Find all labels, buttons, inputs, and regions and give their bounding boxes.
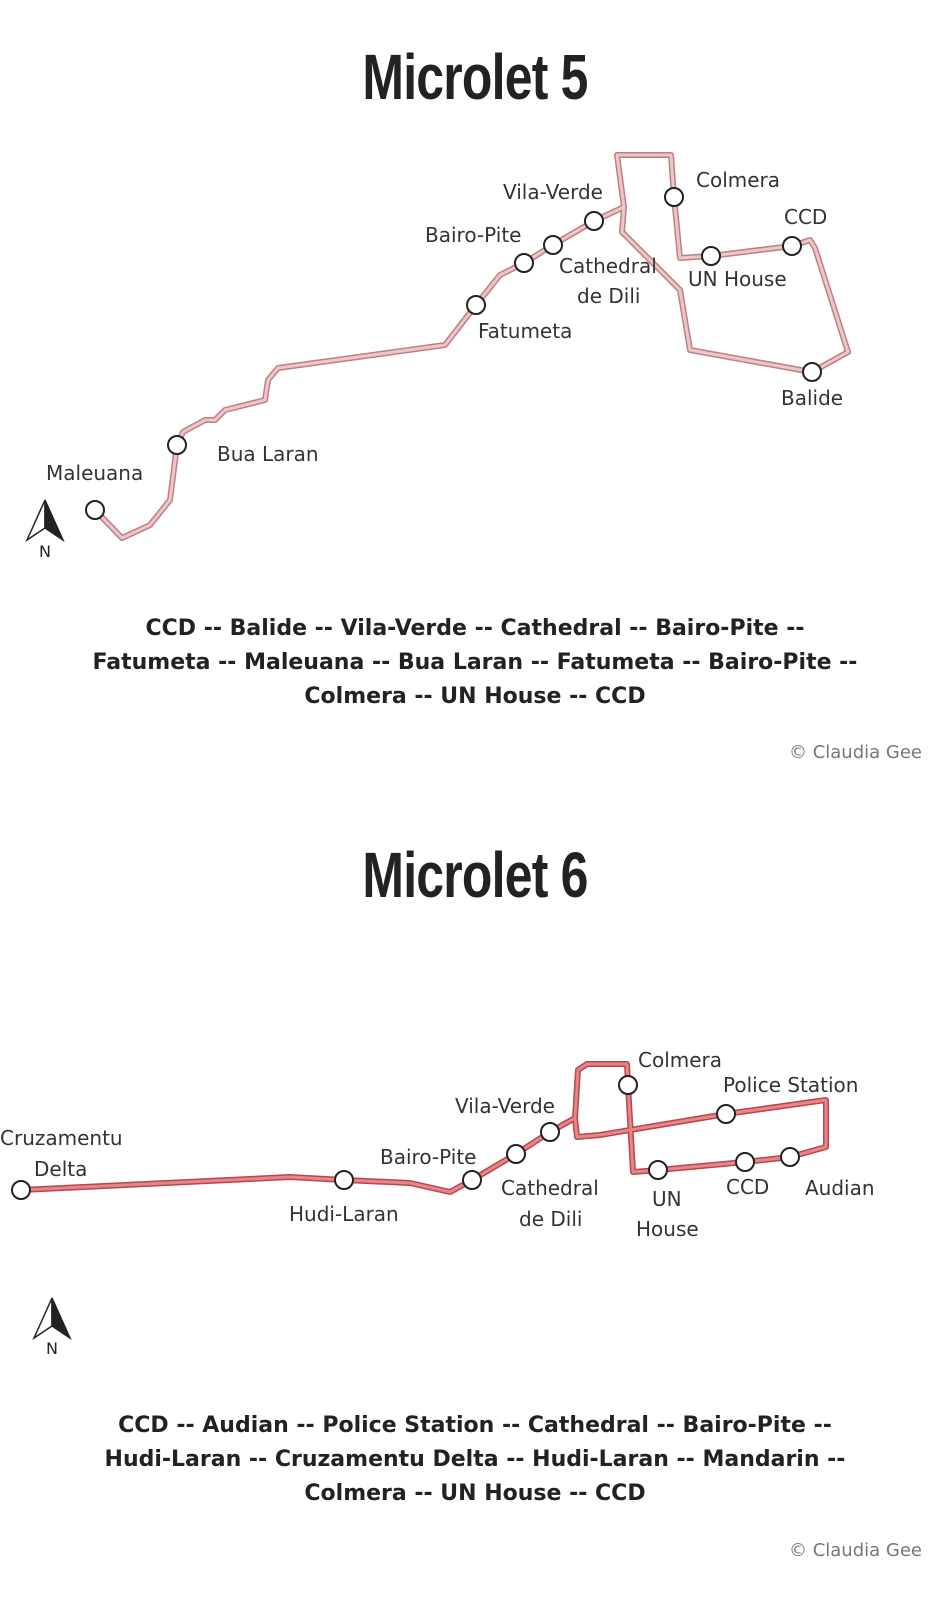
map-title: Microlet 6 (362, 839, 588, 911)
stop-label: Police Station (723, 1073, 858, 1097)
stop-label: Balide (781, 386, 843, 410)
route-line-text: Colmera -- UN House -- CCD (304, 684, 646, 709)
route-description: CCD -- Audian -- Police Station -- Cathe… (60, 1409, 890, 1511)
stop-label: Fatumeta (478, 319, 572, 343)
stop-label: Bua Laran (217, 442, 319, 466)
stop-vila-verde: Vila-Verde (503, 180, 604, 231)
route-line-text: Fatumeta -- Maleuana -- Bua Laran -- Fat… (92, 650, 858, 675)
stop-label: CCD (784, 205, 827, 229)
stop-label: Audian (805, 1176, 875, 1200)
stop-cruzamentu-delta: Cruzamentu Delta (0, 1126, 123, 1200)
stop-label: de Dili (577, 284, 640, 308)
stop-colmera: Colmera (618, 1048, 722, 1095)
microlet-6-panel: Microlet 6 Cruzamentu Delta Hudi-Laran B… (0, 800, 950, 1600)
route-line (92, 152, 851, 541)
route-line-text: CCD -- Balide -- Vila-Verde -- Cathedral… (145, 616, 805, 641)
route-line (18, 1061, 829, 1195)
map-title: Microlet 5 (362, 41, 588, 113)
copyright-credit: © Claudia Gee (788, 1540, 922, 1561)
stop-cathedral: Cathedral de Dili (543, 235, 657, 308)
copyright-credit: © Claudia Gee (788, 742, 922, 763)
stop-label: Bairo-Pite (425, 223, 521, 247)
stop-label: Vila-Verde (503, 180, 603, 204)
stop-label: Vila-Verde (455, 1094, 555, 1118)
stop-fatumeta: Fatumeta (466, 295, 572, 343)
route-description: CCD -- Balide -- Vila-Verde -- Cathedral… (60, 612, 890, 714)
stop-label: UN (652, 1187, 682, 1211)
stop-label: Maleuana (46, 461, 143, 485)
stop-ccd: CCD (782, 205, 827, 256)
stop-hudi-laran: Hudi-Laran (289, 1170, 399, 1226)
stop-audian: Audian (780, 1147, 875, 1200)
stop-un-house: UN House (636, 1160, 699, 1241)
stop-label: CCD (726, 1175, 769, 1199)
north-label: N (39, 542, 51, 561)
stop-colmera: Colmera (664, 168, 780, 207)
stop-ccd: CCD (726, 1152, 769, 1199)
stop-label: Hudi-Laran (289, 1202, 399, 1226)
north-label: N (46, 1339, 58, 1358)
stop-label: Cruzamentu (0, 1126, 123, 1150)
microlet-5-panel: Microlet 5 Maleuana Bua Laran Fatumeta B… (25, 41, 922, 763)
north-arrow-icon: N (32, 1297, 72, 1358)
stop-label: Colmera (638, 1048, 722, 1072)
stop-label: Cathedral (559, 254, 657, 278)
stop-un-house: UN House (688, 246, 787, 291)
route-line-text: Hudi-Laran -- Cruzamentu Delta -- Hudi-L… (104, 1447, 846, 1472)
stop-label: Cathedral (501, 1176, 599, 1200)
stop-label: Bairo-Pite (380, 1145, 476, 1169)
stop-bairo-pite: Bairo-Pite (380, 1145, 482, 1190)
stop-label: Colmera (696, 168, 780, 192)
stop-cathedral: Cathedral de Dili (501, 1144, 599, 1231)
route-line-text: Colmera -- UN House -- CCD (304, 1481, 646, 1506)
stop-label: House (636, 1217, 699, 1241)
stop-bairo-pite: Bairo-Pite (425, 223, 534, 273)
stop-police-station: Police Station (716, 1073, 858, 1124)
stop-label: de Dili (519, 1207, 582, 1231)
route-map-microlet-5: Maleuana Bua Laran Fatumeta Bairo-Pite C… (25, 152, 851, 561)
stop-vila-verde: Vila-Verde (455, 1094, 560, 1142)
route-map-microlet-6: Cruzamentu Delta Hudi-Laran Bairo-Pite V… (0, 1048, 875, 1358)
stop-label: UN House (688, 267, 787, 291)
route-line-text: CCD -- Audian -- Police Station -- Cathe… (118, 1413, 832, 1438)
stop-balide: Balide (781, 362, 843, 410)
stop-maleuana: Maleuana (46, 461, 143, 520)
stop-bua-laran: Bua Laran (167, 435, 319, 466)
north-arrow-icon: N (25, 499, 65, 561)
stop-label: Delta (34, 1157, 87, 1181)
